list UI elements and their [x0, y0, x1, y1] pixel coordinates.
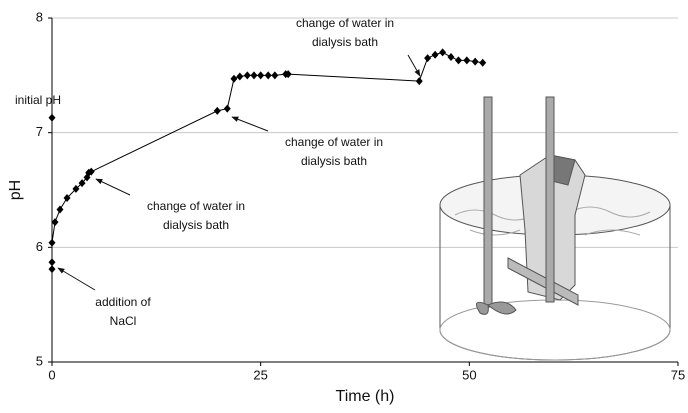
data-point: [463, 56, 471, 65]
y-axis-label: pH: [7, 180, 24, 200]
data-point: [284, 70, 292, 79]
data-point: [48, 258, 56, 267]
x-tick-label: 0: [48, 367, 55, 382]
data-point: [48, 238, 56, 247]
annotation: dialysis bath: [163, 218, 229, 232]
apparatus-illustration: [439, 96, 671, 361]
data-point: [63, 194, 71, 203]
x-tick-label: 25: [253, 367, 267, 382]
annotation: change of water in: [296, 16, 394, 30]
data-point: [223, 104, 231, 113]
annotation: addition of: [95, 295, 151, 309]
data-line: [51, 51, 483, 270]
y-tick-label: 8: [36, 9, 43, 24]
annotation-arrow: [231, 116, 269, 132]
data-point: [78, 179, 86, 188]
data-point: [51, 218, 59, 227]
data-point: [454, 56, 462, 65]
annotation-arrow: [407, 54, 421, 77]
data-point: [230, 74, 238, 83]
data-point: [87, 167, 95, 176]
y-tick-label: 6: [36, 239, 43, 254]
x-tick-label: 50: [462, 367, 476, 382]
data-point: [447, 52, 455, 61]
annotation: change of water in: [147, 199, 245, 213]
data-point: [479, 58, 487, 67]
annotation: dialysis bath: [301, 154, 367, 168]
data-point: [243, 71, 251, 80]
data-point: [439, 48, 447, 57]
data-point: [415, 77, 423, 86]
y-tick-label: 5: [36, 353, 43, 368]
annotation: dialysis bath: [312, 35, 378, 49]
annotation: change of water in: [285, 135, 383, 149]
annotation-arrow: [57, 267, 96, 291]
data-point: [264, 71, 272, 80]
data-point: [213, 106, 221, 115]
annotation: initial pH: [15, 93, 61, 107]
x-axis-label: Time (h): [336, 388, 395, 405]
data-point: [471, 57, 479, 66]
x-tick-label: 75: [671, 367, 685, 382]
data-point: [48, 265, 56, 274]
annotation-arrow: [95, 178, 131, 196]
data-point: [48, 113, 56, 122]
data-point: [431, 50, 439, 59]
data-point: [72, 184, 80, 193]
y-tick-label: 7: [36, 124, 43, 139]
data-point: [236, 72, 244, 81]
annotation: NaCl: [110, 314, 137, 328]
data-point: [257, 71, 265, 80]
data-point: [424, 54, 432, 63]
data-point: [250, 71, 258, 80]
data-point: [271, 71, 279, 80]
data-point: [56, 205, 64, 214]
